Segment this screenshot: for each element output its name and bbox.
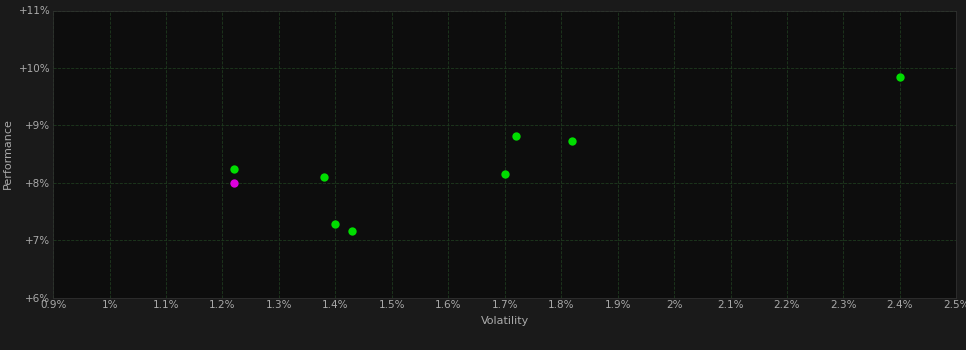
Point	[226, 180, 242, 186]
Point	[345, 228, 360, 234]
Point	[317, 174, 332, 180]
Point	[327, 221, 343, 227]
Point	[226, 167, 242, 172]
Y-axis label: Performance: Performance	[3, 119, 14, 189]
Point	[508, 133, 524, 139]
Point	[565, 138, 581, 144]
Point	[497, 171, 513, 177]
Point	[893, 74, 908, 79]
X-axis label: Volatility: Volatility	[481, 316, 528, 326]
